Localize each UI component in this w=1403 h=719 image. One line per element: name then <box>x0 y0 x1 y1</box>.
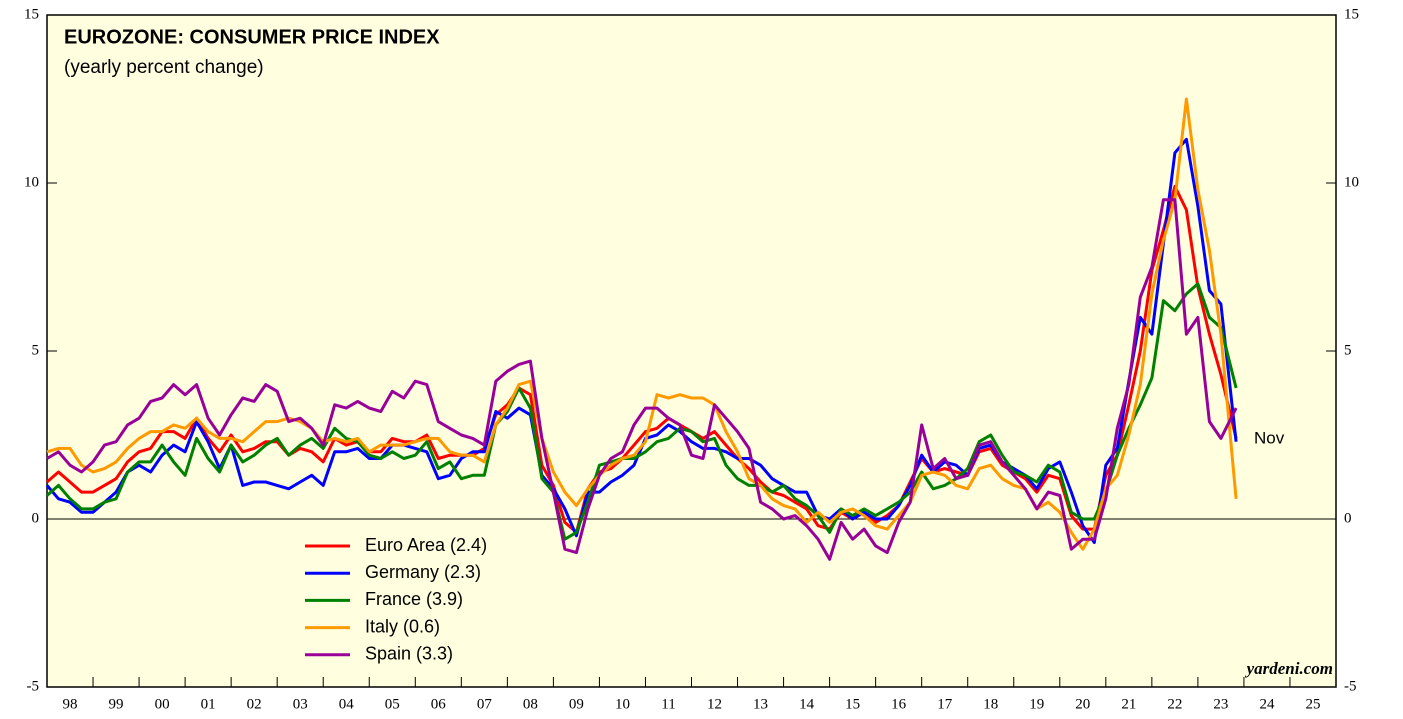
chart-subtitle: (yearly percent change) <box>64 57 264 78</box>
x-tick-label: 22 <box>1167 696 1182 712</box>
x-tick-label: 24 <box>1259 696 1275 712</box>
series-line <box>46 282 1238 541</box>
legend-label: Euro Area (2.4) <box>365 535 487 555</box>
series-line <box>46 198 1238 561</box>
legend-label: Germany (2.3) <box>365 562 481 582</box>
x-tick-label: 09 <box>569 696 584 712</box>
series-line <box>46 184 1238 534</box>
y-tick-label-right: 10 <box>1344 174 1359 190</box>
series-line <box>45 137 1238 544</box>
y-tick-label: 15 <box>24 6 39 22</box>
x-tick-label: 23 <box>1213 696 1228 712</box>
x-tick-label: 08 <box>523 696 538 712</box>
x-tick-label: 17 <box>937 696 953 712</box>
x-tick-label: 10 <box>615 696 630 712</box>
y-tick-label: -5 <box>27 678 40 694</box>
x-tick-label: 02 <box>247 696 262 712</box>
y-tick-label-right: 15 <box>1344 6 1359 22</box>
x-tick-label: 18 <box>983 696 998 712</box>
x-tick-label: 21 <box>1121 696 1136 712</box>
x-tick-label: 12 <box>707 696 722 712</box>
x-tick-label: 15 <box>845 696 860 712</box>
x-tick-label: 05 <box>385 696 400 712</box>
x-tick-label: 04 <box>339 696 355 712</box>
x-tick-label: 20 <box>1075 696 1090 712</box>
y-tick-label: 5 <box>32 342 40 358</box>
x-tick-label: 03 <box>293 696 308 712</box>
x-tick-label: 07 <box>477 696 493 712</box>
x-tick-label: 98 <box>63 696 78 712</box>
legend-label: Italy (0.6) <box>365 616 440 636</box>
x-tick-label: 13 <box>753 696 768 712</box>
y-tick-label: 10 <box>24 174 39 190</box>
x-tick-label: 16 <box>891 696 907 712</box>
plot-area <box>46 14 1337 688</box>
chart-title: EUROZONE: CONSUMER PRICE INDEX <box>64 26 440 48</box>
x-tick-label: 25 <box>1305 696 1320 712</box>
y-tick-label-right: 0 <box>1344 510 1352 526</box>
x-tick-label: 19 <box>1029 696 1044 712</box>
x-tick-label: 14 <box>799 696 815 712</box>
x-tick-label: 01 <box>201 696 216 712</box>
source: yardeni.com <box>1245 659 1333 678</box>
y-tick-label-right: 5 <box>1344 342 1352 358</box>
legend-label: Spain (3.3) <box>365 644 453 664</box>
y-tick-label-right: -5 <box>1344 678 1357 694</box>
y-tick-label: 0 <box>32 510 40 526</box>
x-tick-label: 00 <box>155 696 170 712</box>
x-tick-label: 11 <box>661 696 675 712</box>
x-tick-label: 99 <box>109 696 124 712</box>
x-tick-label: 06 <box>431 696 447 712</box>
legend-label: France (3.9) <box>365 589 463 609</box>
annotation: Nov <box>1254 428 1285 447</box>
